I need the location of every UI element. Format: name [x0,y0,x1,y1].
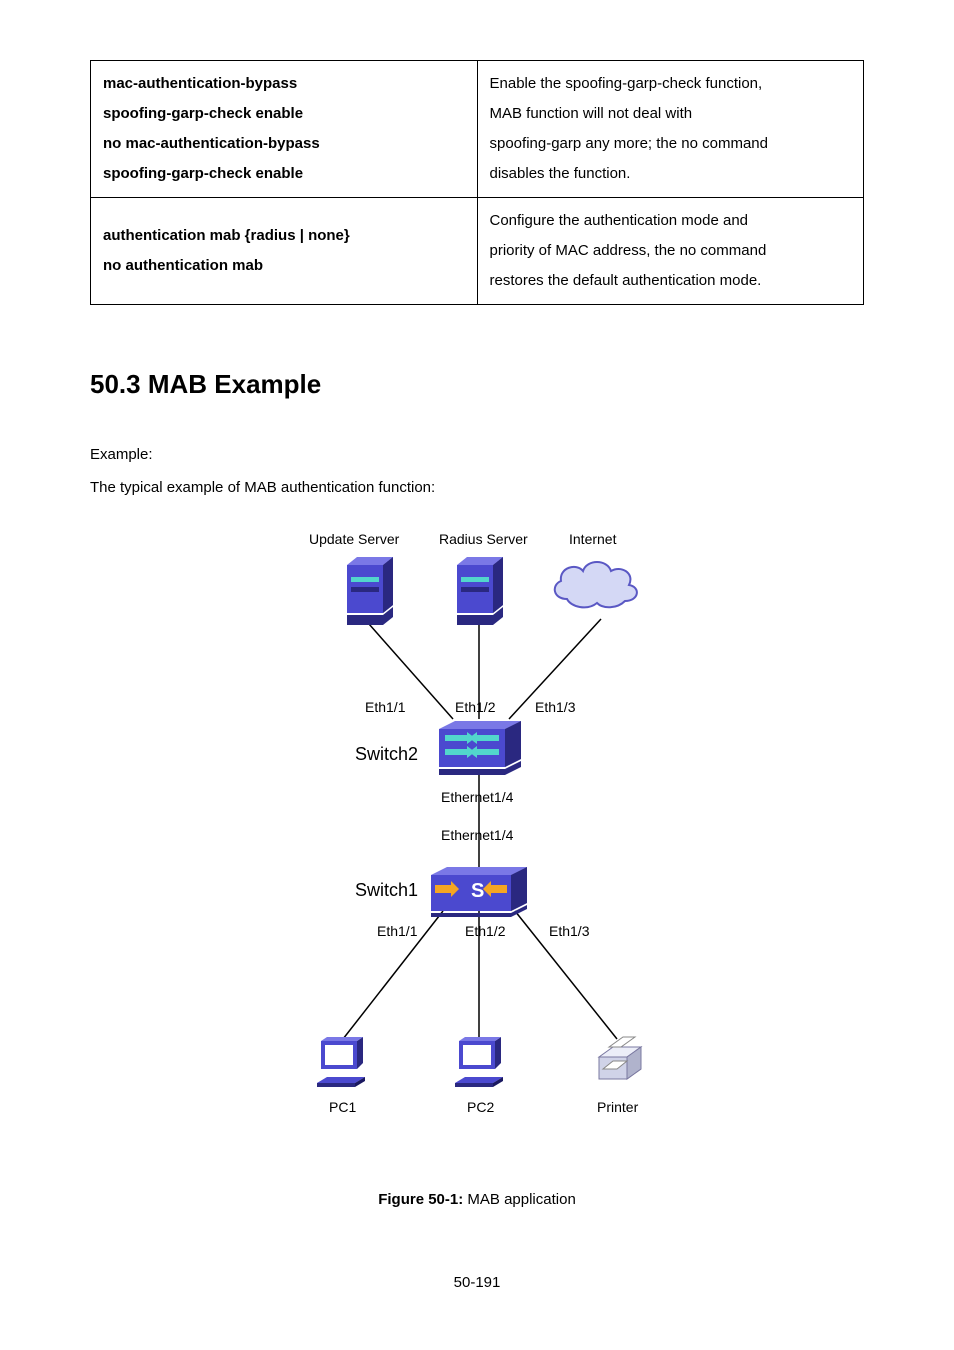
pc2-label: PC2 [467,1097,494,1118]
table-cell-right: Configure the authentication mode and pr… [477,198,864,305]
table-cell-left: mac-authentication-bypass spoofing-garp-… [91,61,478,198]
pc1-icon [317,1037,367,1087]
desc-line: Configure the authentication mode and [490,206,852,236]
desc-line: MAB function will not deal with [490,99,852,129]
cmd-line: spoofing-garp-check enable [103,159,465,189]
printer-label: Printer [597,1097,638,1118]
desc-line: Enable the spoofing-garp-check function, [490,69,852,99]
eth-label: Ethernet1/4 [441,825,513,846]
switch1-label: Switch1 [355,877,418,904]
internet-cloud-icon [547,553,643,615]
eth-label: Ethernet1/4 [441,787,513,808]
desc-line: priority of MAC address, the no command [490,236,852,266]
svg-text:S: S [471,880,484,902]
table-row: authentication mab {radius | none} no au… [91,198,864,305]
section-heading: 50.3 MAB Example [90,365,864,404]
eth-label: Eth1/1 [377,921,417,942]
cmd-line: mac-authentication-bypass [103,69,465,99]
table-cell-right: Enable the spoofing-garp-check function,… [477,61,864,198]
page-number: 50-191 [90,1272,864,1295]
table-cell-left: authentication mab {radius | none} no au… [91,198,478,305]
eth-label: Eth1/3 [535,697,575,718]
mab-diagram: Update Server Radius Server Internet Et [247,529,707,1139]
radius-server-label: Radius Server [439,529,528,550]
eth-label: Eth1/2 [455,697,495,718]
cmd-line: no authentication mab [103,251,465,281]
pc1-label: PC1 [329,1097,356,1118]
switch2-label: Switch2 [355,741,418,768]
intro-text: The typical example of MAB authenticatio… [90,477,864,500]
pc2-icon [455,1037,505,1087]
switch2-icon [437,719,523,775]
figure-label: Figure 50-1: [378,1191,463,1208]
example-label: Example: [90,444,864,467]
radius-server-icon [453,553,507,609]
update-server-icon [343,553,397,609]
internet-label: Internet [569,529,616,550]
cmd-line: authentication mab {radius | none} [103,221,465,251]
figure-caption: Figure 50-1: MAB application [90,1189,864,1212]
cmd-line: no mac-authentication-bypass [103,129,465,159]
desc-line: restores the default authentication mode… [490,266,852,296]
eth-label: Eth1/3 [549,921,589,942]
update-server-label: Update Server [309,529,399,550]
eth-label: Eth1/2 [465,921,505,942]
eth-label: Eth1/1 [365,697,405,718]
desc-line: disables the function. [490,159,852,189]
cmd-line: spoofing-garp-check enable [103,99,465,129]
command-table: mac-authentication-bypass spoofing-garp-… [90,60,864,305]
table-row: mac-authentication-bypass spoofing-garp-… [91,61,864,198]
desc-line: spoofing-garp any more; the no command [490,129,852,159]
printer-icon [593,1035,643,1087]
figure-text: MAB application [463,1191,576,1208]
switch1-icon: S [429,865,529,911]
